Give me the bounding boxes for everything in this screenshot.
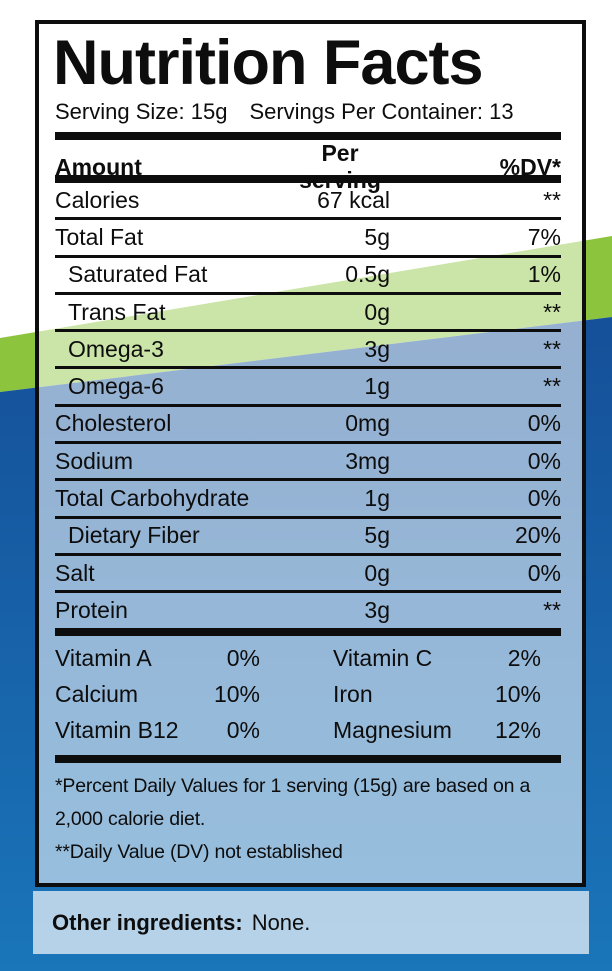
- servings-per-container: Servings Per Container: 13: [249, 99, 514, 124]
- table-row-sodium: Sodium 3mg 0%: [55, 444, 561, 482]
- header-per-serving: Per serving: [299, 140, 381, 193]
- nutrient-dv: **: [543, 596, 561, 623]
- serving-size: Serving Size: 15g: [55, 99, 228, 124]
- nutrient-dv: **: [543, 186, 561, 213]
- nutrient-value: 3g: [364, 335, 390, 362]
- footnote-dv-not-established: **Daily Value (DV) not established: [55, 840, 343, 863]
- other-ingredients-panel: Other ingredients: None.: [33, 891, 589, 954]
- nutrient-value: 5g: [364, 223, 390, 250]
- nutrient-name: Sodium: [55, 447, 133, 474]
- vitamin-value: 0%: [226, 645, 260, 672]
- header-amount: Amount: [55, 153, 142, 180]
- nutrient-value: 5g: [364, 522, 390, 549]
- table-row-dietary-fiber: Dietary Fiber 5g 20%: [55, 519, 561, 556]
- vitamin-value: 12%: [494, 717, 541, 744]
- footnotes: *Percent Daily Values for 1 serving (15g…: [55, 770, 561, 869]
- table-row-omega-3: Omega-3 3g **: [55, 332, 561, 370]
- vitamin-row: Calcium 10% Iron 10%: [55, 677, 561, 713]
- nutrient-dv: 0%: [527, 447, 561, 474]
- vitamin-row: Vitamin B12 0% Magnesium 12%: [55, 713, 561, 749]
- nutrient-name: Omega-3: [68, 335, 164, 362]
- vitamin-value: 10%: [213, 681, 260, 708]
- vitamin-name: Magnesium: [333, 717, 452, 744]
- nutrient-dv: **: [543, 335, 561, 362]
- divider-thick: [55, 175, 561, 183]
- nutrient-value: 1g: [364, 485, 390, 512]
- header-dv: %DV*: [499, 153, 561, 180]
- nutrient-dv: 20%: [514, 522, 561, 549]
- nutrient-name: Omega-6: [68, 373, 164, 400]
- nutrient-value: 67 kcal: [317, 186, 390, 213]
- nutrient-value: 3mg: [345, 447, 390, 474]
- vitamin-value: 10%: [494, 681, 541, 708]
- divider-thick: [55, 132, 561, 140]
- nutrient-value: 1g: [364, 373, 390, 400]
- page-title: Nutrition Facts: [53, 28, 484, 98]
- table-row-calories: Calories 67 kcal **: [55, 183, 561, 221]
- nutrient-value: 0mg: [345, 410, 390, 437]
- nutrient-name: Protein: [55, 596, 128, 623]
- nutrient-name: Calories: [55, 186, 140, 213]
- table-row-total-carbohydrate: Total Carbohydrate 1g 0%: [55, 481, 561, 519]
- nutrient-value: 3g: [364, 596, 390, 623]
- vitamin-name: Vitamin C: [333, 645, 433, 672]
- nutrition-facts-panel: Nutrition Facts Serving Size: 15g Servin…: [35, 20, 586, 887]
- vitamin-name: Vitamin A: [55, 645, 152, 672]
- nutrient-dv: **: [543, 373, 561, 400]
- nutrient-dv: 0%: [527, 485, 561, 512]
- table-row-salt: Salt 0g 0%: [55, 556, 561, 594]
- vitamin-row: Vitamin A 0% Vitamin C 2%: [55, 641, 561, 677]
- vitamin-value: 2%: [507, 645, 541, 672]
- vitamin-name: Calcium: [55, 681, 139, 708]
- table-row-cholesterol: Cholesterol 0mg 0%: [55, 407, 561, 445]
- other-ingredients-value: None.: [251, 909, 311, 935]
- nutrient-table: Calories 67 kcal ** Total Fat 5g 7% Satu…: [55, 183, 561, 628]
- vitamins-table: Vitamin A 0% Vitamin C 2% Calcium 10% Ir…: [55, 636, 561, 755]
- nutrient-name: Dietary Fiber: [68, 522, 200, 549]
- nutrient-dv: **: [543, 298, 561, 325]
- nutrient-name: Trans Fat: [68, 298, 166, 325]
- nutrient-name: Cholesterol: [55, 410, 172, 437]
- nutrient-value: 0g: [364, 559, 390, 586]
- table-row-protein: Protein 3g **: [55, 593, 561, 627]
- vitamin-name: Vitamin B12: [55, 717, 179, 744]
- table-header-row: Amount Per serving %DV*: [55, 140, 561, 193]
- nutrient-dv: 7%: [527, 223, 561, 250]
- nutrient-name: Salt: [55, 559, 95, 586]
- serving-info: Serving Size: 15g Servings Per Container…: [55, 97, 561, 127]
- table-row-omega-6: Omega-6 1g **: [55, 369, 561, 407]
- vitamin-value: 0%: [226, 717, 260, 744]
- other-ingredients-label: Other ingredients:: [52, 909, 243, 935]
- nutrient-value: 0g: [364, 298, 390, 325]
- nutrient-dv: 0%: [527, 410, 561, 437]
- divider-thick: [55, 627, 561, 636]
- nutrient-dv: 0%: [527, 559, 561, 586]
- table-row-saturated-fat: Saturated Fat 0.5g 1%: [55, 258, 561, 295]
- nutrient-dv: 1%: [527, 261, 561, 288]
- table-row-total-fat: Total Fat 5g 7%: [55, 220, 561, 258]
- table-row-trans-fat: Trans Fat 0g **: [55, 295, 561, 333]
- nutrient-value: 0.5g: [345, 261, 390, 288]
- vitamin-name: Iron: [333, 681, 373, 708]
- nutrient-name: Saturated Fat: [68, 261, 208, 288]
- footnote-daily-values: *Percent Daily Values for 1 serving (15g…: [55, 774, 531, 830]
- nutrient-name: Total Fat: [55, 223, 144, 250]
- divider-thick: [55, 754, 561, 763]
- nutrient-name: Total Carbohydrate: [55, 485, 250, 512]
